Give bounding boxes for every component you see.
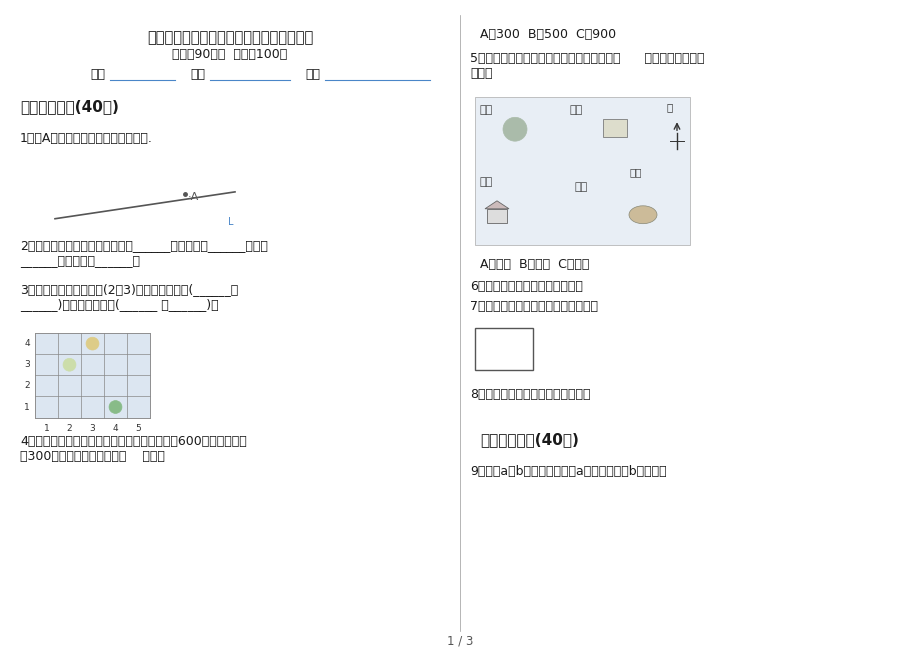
Text: 学校: 学校 bbox=[570, 105, 583, 116]
Text: 8．确定行数，我们一般从前往后数: 8．确定行数，我们一般从前往后数 bbox=[470, 388, 590, 401]
Polygon shape bbox=[484, 201, 508, 209]
Ellipse shape bbox=[629, 206, 656, 224]
Bar bbox=[602, 120, 627, 137]
Text: A．东北  B．西南  C．西北: A．东北 B．西南 C．西北 bbox=[480, 259, 589, 272]
Text: 房屋: 房屋 bbox=[480, 177, 493, 187]
Bar bbox=[35, 333, 150, 417]
Text: 4: 4 bbox=[24, 339, 29, 348]
Text: 1．过A点分别画直线的垂线和平行线.: 1．过A点分别画直线的垂线和平行线. bbox=[20, 132, 153, 145]
Text: 班级: 班级 bbox=[90, 68, 105, 81]
Text: 2: 2 bbox=[24, 382, 29, 391]
Text: A．300  B．500  C．900: A．300 B．500 C．900 bbox=[480, 28, 616, 41]
Bar bbox=[474, 328, 532, 370]
Text: 沙坑: 沙坑 bbox=[630, 167, 641, 177]
Text: 二、综合练习(40分): 二、综合练习(40分) bbox=[480, 432, 578, 447]
Text: 1: 1 bbox=[43, 424, 50, 432]
Text: 4: 4 bbox=[112, 424, 119, 432]
Text: 成绩: 成绩 bbox=[305, 68, 320, 81]
Bar bbox=[474, 98, 689, 244]
Text: 1: 1 bbox=[24, 402, 29, 411]
Text: 1 / 3: 1 / 3 bbox=[447, 634, 472, 647]
Circle shape bbox=[109, 400, 122, 413]
Text: 一、基础练习(40分): 一、基础练习(40分) bbox=[20, 99, 119, 114]
Text: 树林: 树林 bbox=[480, 105, 493, 116]
Text: ·A: ·A bbox=[187, 192, 199, 202]
Text: 5: 5 bbox=[135, 424, 142, 432]
Text: 6．长方形的两组邻边相互垂直。: 6．长方形的两组邻边相互垂直。 bbox=[470, 280, 583, 293]
Circle shape bbox=[503, 117, 527, 141]
Text: 小红: 小红 bbox=[574, 182, 587, 192]
Text: 3: 3 bbox=[89, 424, 96, 432]
Text: 2: 2 bbox=[66, 424, 73, 432]
Polygon shape bbox=[486, 209, 506, 223]
Text: 精选综合复习四年级上学期数学五单元试卷: 精选综合复习四年级上学期数学五单元试卷 bbox=[147, 30, 312, 45]
Text: 3: 3 bbox=[24, 360, 29, 369]
Text: 3．如图，苹果的位置为(2，3)，则梨的位置为(______，
______)，西瓜的位置为(______ ，______)。: 3．如图，苹果的位置为(2，3)，则梨的位置为(______， ______)，… bbox=[20, 283, 238, 311]
Text: 2．正方形的特征是：四个角都是______；四条边都______；对边
______；邻边互相______。: 2．正方形的特征是：四个角都是______；四条边都______；对边 ____… bbox=[20, 239, 267, 266]
Text: 5．如下图，小红正站在沙坑处，她应该向（      ）方向走才能到达
树林。: 5．如下图，小红正站在沙坑处，她应该向（ ）方向走才能到达 树林。 bbox=[470, 52, 704, 80]
Text: L: L bbox=[228, 216, 233, 227]
Circle shape bbox=[63, 358, 76, 371]
Text: 4．商店和学校都在广场的正南方，商店离广场600米，学校离广
场300米，那么学校离商店（    ）米。: 4．商店和学校都在广场的正南方，商店离广场600米，学校离广 场300米，那么学… bbox=[20, 436, 246, 463]
Text: 7．用画垂线的方法画出一个长方形。: 7．用画垂线的方法画出一个长方形。 bbox=[470, 300, 597, 313]
Circle shape bbox=[86, 337, 99, 350]
Text: 9．如图a与b互相垂直，就说a是垂线，或者b是垂线。: 9．如图a与b互相垂直，就说a是垂线，或者b是垂线。 bbox=[470, 465, 666, 478]
Text: 时间：90分钟  满分：100分: 时间：90分钟 满分：100分 bbox=[172, 47, 288, 60]
Text: 姓名: 姓名 bbox=[190, 68, 205, 81]
Text: 北: 北 bbox=[666, 103, 673, 112]
